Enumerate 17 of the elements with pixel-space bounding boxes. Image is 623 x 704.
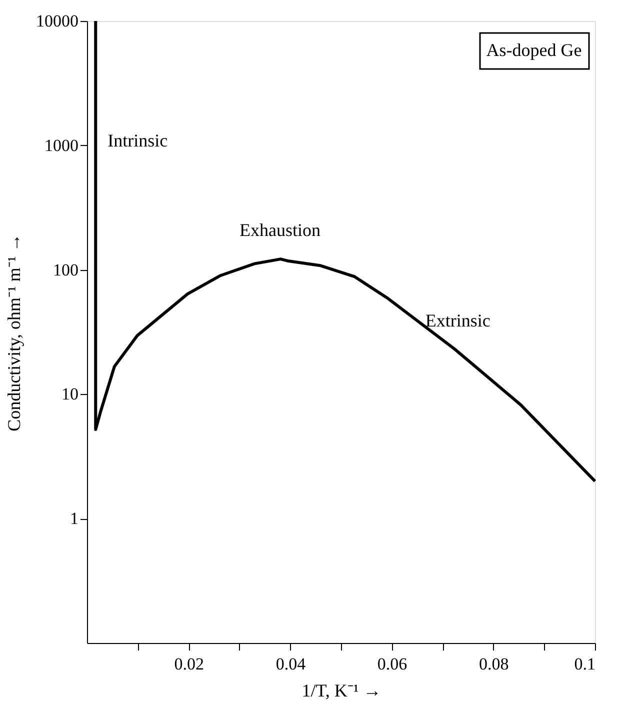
annotation: Exhaustion <box>240 220 321 240</box>
x-tick-label: 0.06 <box>377 654 408 674</box>
x-tick-label: 0.1 <box>574 654 596 674</box>
y-axis-title: Conductivity, ohm⁻¹ m⁻¹ → <box>4 234 24 432</box>
x-tick-label: 0.04 <box>276 654 306 674</box>
y-tick-label: 10 <box>62 384 78 404</box>
x-axis-title: 1/T, K⁻¹ → <box>302 680 382 700</box>
x-tick-label: 0.08 <box>479 654 509 674</box>
annotation: As-doped Ge <box>486 40 582 60</box>
line-series <box>94 20 596 483</box>
annotation: Intrinsic <box>108 130 168 150</box>
y-tick-label: 10000 <box>36 12 78 30</box>
x-tick-label: 0.02 <box>174 654 204 674</box>
y-tick-label: 100 <box>53 260 78 280</box>
y-tick-label: 1000 <box>44 136 78 155</box>
annotation: Extrinsic <box>425 310 490 331</box>
y-tick-label: 1 <box>70 509 78 528</box>
